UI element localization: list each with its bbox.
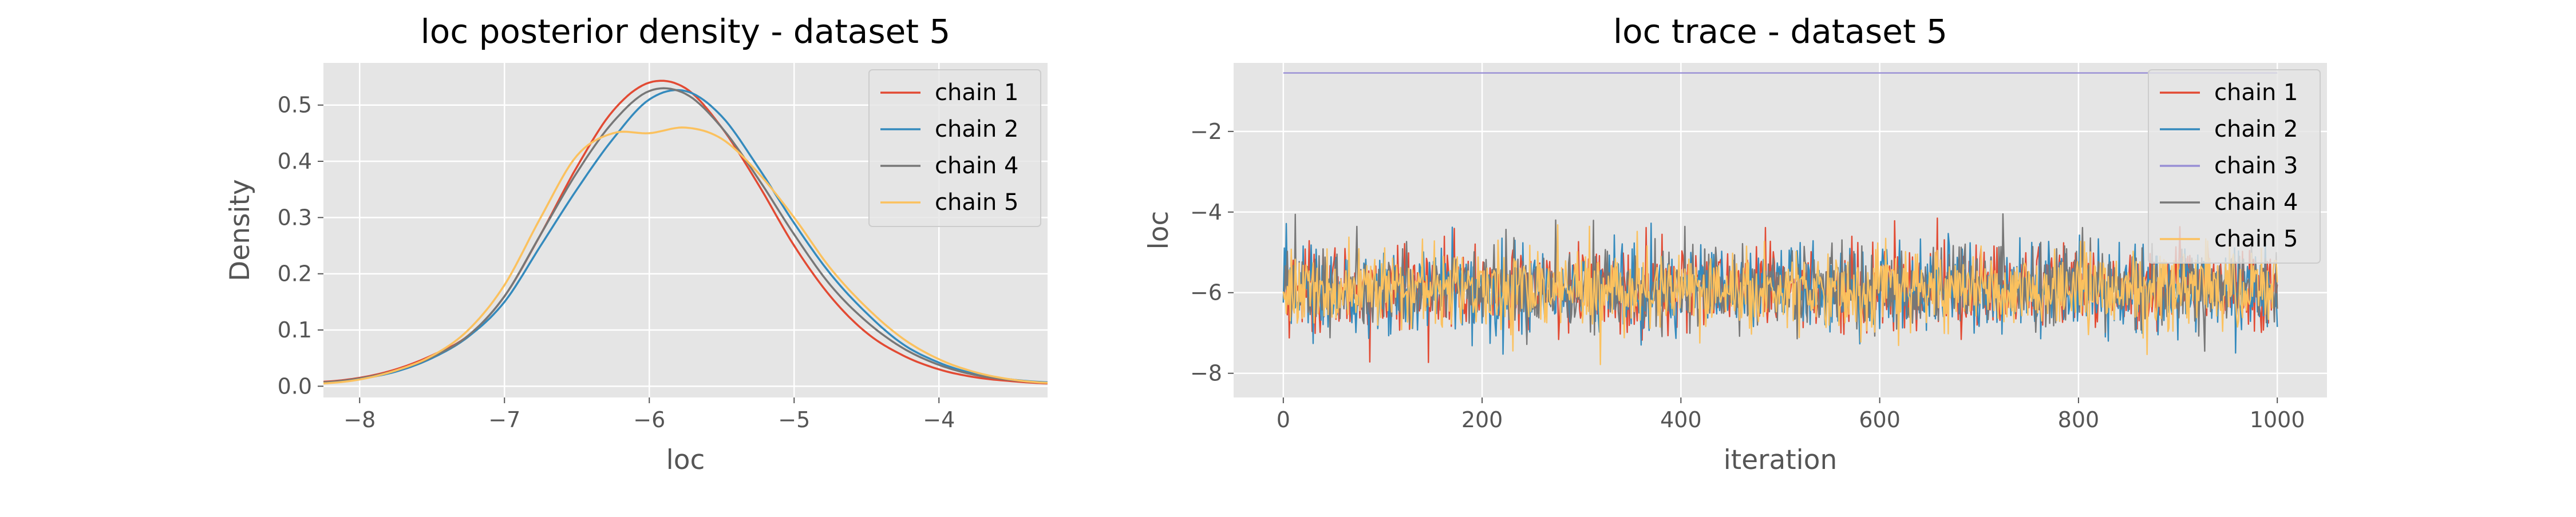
legend-label: chain 4 <box>935 153 1018 179</box>
y-tick-label: −8 <box>1190 361 1222 386</box>
legend-label: chain 5 <box>935 189 1018 216</box>
chart-title: loc posterior density - dataset 5 <box>421 12 951 51</box>
legend-box <box>868 69 1041 227</box>
y-tick-label: 0.3 <box>278 205 312 230</box>
legend-box <box>2148 69 2321 264</box>
plot-area <box>1234 63 2327 397</box>
x-tick-label: −4 <box>923 407 955 432</box>
legend-label: chain 1 <box>935 79 1018 106</box>
x-tick-label: −7 <box>488 407 520 432</box>
y-tick-label: −4 <box>1190 200 1222 225</box>
y-tick-label: −2 <box>1190 119 1222 144</box>
y-tick-label: 0.0 <box>278 373 312 399</box>
legend-label: chain 2 <box>935 116 1018 142</box>
y-tick-label: 0.5 <box>278 93 312 118</box>
y-tick-label: 0.2 <box>278 261 312 287</box>
y-tick-label: −6 <box>1190 280 1222 305</box>
chart-panel-2: 0 200 400 600 800 1000 −8 −6 −4 −2 loc trace - dat… <box>1143 12 2327 476</box>
chart-title: loc trace - dataset 5 <box>1613 12 1947 51</box>
series-line-chain-4 <box>323 87 1048 384</box>
x-tick-label: −6 <box>633 407 665 432</box>
y-tick-label: 0.4 <box>278 149 312 174</box>
y-tick-label: 0.1 <box>278 317 312 343</box>
y-axis-label: loc <box>1143 211 1175 250</box>
legend-label: chain 1 <box>2214 79 2298 106</box>
legend-label: chain 4 <box>2214 189 2298 216</box>
x-axis-label: loc <box>666 444 705 476</box>
legend-label: chain 5 <box>2214 226 2298 252</box>
series-group <box>323 79 1048 385</box>
x-tick-label: −5 <box>778 407 810 432</box>
series-line-chain-5 <box>1282 224 2278 365</box>
legend-label: chain 3 <box>2214 153 2298 179</box>
x-tick-label: 600 <box>1859 407 1901 432</box>
legend-label: chain 2 <box>2214 116 2298 142</box>
x-tick-label: −8 <box>343 407 376 432</box>
legend: chain 1 chain 2 chain 4 chain 5 <box>868 69 1041 227</box>
x-tick-label: 0 <box>1277 407 1290 432</box>
y-axis-label: Density <box>224 179 256 281</box>
series-group <box>1282 72 2278 365</box>
x-tick-label: 1000 <box>2250 407 2305 432</box>
series-line-chain-5 <box>323 126 1048 385</box>
x-tick-label: 800 <box>2058 407 2100 432</box>
legend: chain 1 chain 2 chain 3 chain 4 chain 5 <box>2148 69 2321 264</box>
x-tick-label: 200 <box>1461 407 1503 432</box>
chart-panel-1: −8 −7 −6 −5 −4 0.0 0.1 0.2 0.3 0.4 0.5 loc posterio… <box>224 12 1048 476</box>
x-tick-label: 400 <box>1660 407 1702 432</box>
x-axis-label: iteration <box>1724 444 1838 476</box>
